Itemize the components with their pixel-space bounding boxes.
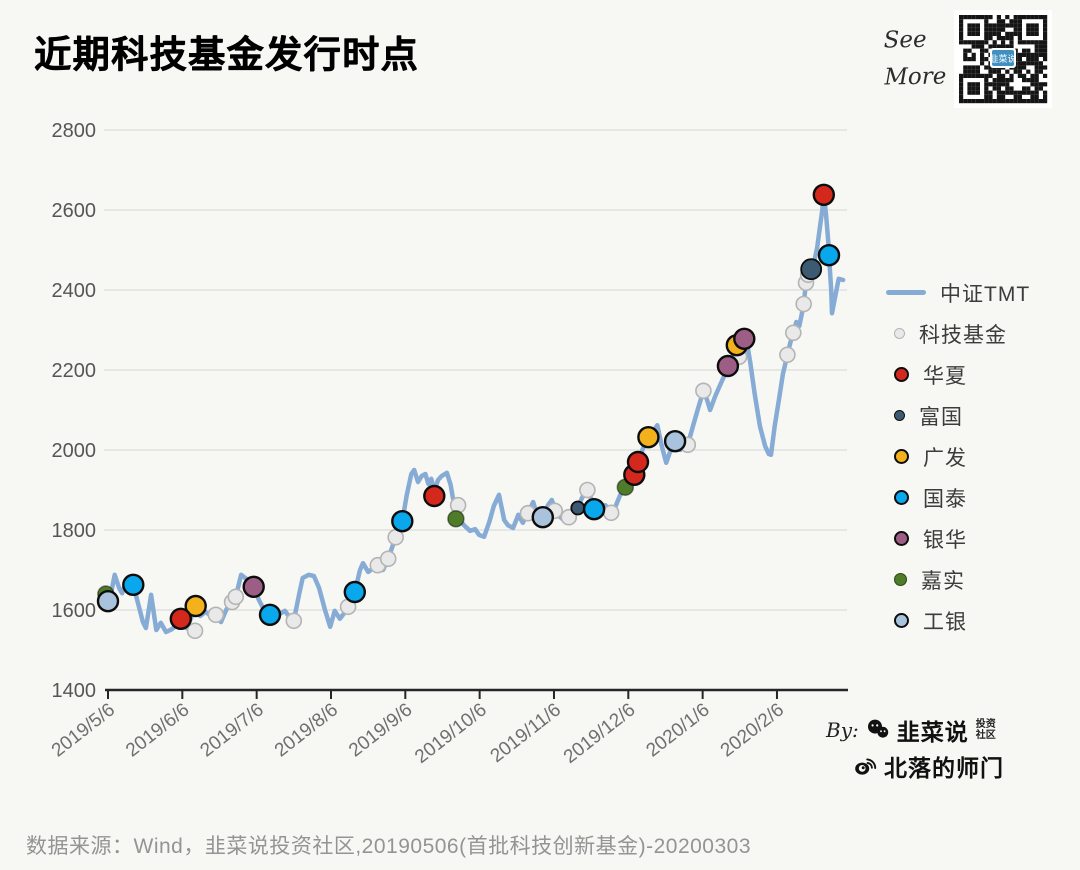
- legend-item: 银华: [886, 518, 1066, 559]
- legend-item: 科技基金: [886, 313, 1066, 354]
- legend-label: 中证TMT: [940, 282, 1031, 306]
- fund-dot: [812, 183, 835, 207]
- fund-dot: [423, 484, 446, 508]
- fund-dot: [242, 575, 265, 598]
- legend-dot-swatch: [894, 531, 909, 546]
- fund-dot: [184, 594, 207, 618]
- y-tick-label: 1800: [52, 520, 97, 542]
- svg-text:韭菜说: 韭菜说: [989, 53, 1016, 64]
- fund-dot: [637, 426, 660, 449]
- fund-dot: [391, 510, 414, 533]
- weibo-account: 北落的师门: [884, 756, 1004, 781]
- wechat-suffix-bottom: 社区: [975, 730, 996, 741]
- fund-dot: [779, 346, 796, 364]
- fund-dot: [186, 622, 204, 640]
- legend-label: 华夏: [923, 364, 967, 388]
- fund-dot: [695, 382, 712, 400]
- fund-dot: [795, 295, 813, 313]
- y-tick-label: 1400: [52, 680, 97, 702]
- y-tick-label: 2200: [52, 360, 97, 382]
- x-tick-label: 2019/6/6: [122, 699, 193, 761]
- legend-item: 广发: [886, 436, 1066, 477]
- legend-item: 华夏: [886, 354, 1066, 395]
- fund-dot: [258, 603, 282, 626]
- by-label: By:: [826, 718, 859, 742]
- fund-dot: [122, 573, 145, 596]
- legend-label: 富国: [919, 405, 963, 429]
- y-tick-label: 2600: [52, 200, 97, 222]
- x-tick-label: 2019/7/6: [197, 699, 268, 761]
- legend-item: 工银: [886, 600, 1066, 641]
- tmt-index-line: [98, 192, 846, 635]
- credit-weibo-row: 北落的师门: [853, 748, 1004, 784]
- page-title: 近期科技基金发行时点: [34, 34, 419, 75]
- fund-dot: [582, 498, 606, 521]
- weibo-icon: [853, 754, 877, 778]
- fund-dot: [626, 450, 650, 474]
- legend-dot-swatch: [894, 367, 909, 382]
- fund-dot: [733, 327, 756, 350]
- fund-dot: [169, 607, 193, 630]
- legend-label: 广发: [923, 446, 967, 470]
- legend-item: 中证TMT: [886, 272, 1066, 313]
- fund-dot: [817, 243, 841, 267]
- y-tick-label: 1600: [52, 600, 97, 622]
- fund-dot: [343, 580, 366, 604]
- credit-wechat-row: By: 韭菜说 投资 社区: [826, 712, 1004, 748]
- wechat-suffix-top: 投资: [975, 719, 996, 730]
- fund-dot: [663, 430, 687, 453]
- wechat-icon: [866, 718, 890, 742]
- fund-dot: [716, 354, 740, 378]
- legend-label: 嘉实: [921, 569, 965, 593]
- x-tick-label: 2020/1/6: [643, 699, 714, 761]
- legend-label: 工银: [923, 610, 967, 634]
- x-tick-label: 2020/2/6: [717, 699, 788, 761]
- x-tick-label: 2019/5/6: [48, 699, 119, 761]
- legend-label: 国泰: [923, 487, 967, 511]
- data-source: 数据来源：Wind，韭菜说投资社区,20190506(首批科技创新基金)-202…: [26, 835, 752, 858]
- y-tick-label: 2800: [52, 120, 97, 142]
- legend-label: 银华: [923, 528, 967, 552]
- fund-dot: [784, 324, 802, 342]
- fund-dot: [800, 258, 823, 281]
- fund-dot: [285, 612, 303, 630]
- x-tick-label: 2019/9/6: [345, 699, 416, 761]
- fund-dot: [531, 506, 554, 529]
- legend-line-swatch: [886, 290, 926, 295]
- legend-dot-swatch: [894, 490, 909, 505]
- fund-dot: [602, 504, 620, 522]
- wechat-account-suffix: 投资 社区: [976, 719, 996, 741]
- legend-item: 国泰: [886, 477, 1066, 518]
- fund-dot: [207, 606, 225, 624]
- x-tick-label: 2019/10/6: [411, 699, 491, 768]
- fund-dot: [570, 500, 586, 516]
- legend-dot-swatch: [894, 410, 905, 421]
- legend-dot-swatch: [894, 613, 909, 628]
- y-tick-label: 2400: [52, 280, 97, 302]
- fund-dot: [579, 481, 596, 499]
- fund-dot: [96, 590, 120, 613]
- legend-item: 嘉实: [886, 559, 1066, 600]
- x-tick-label: 2019/12/6: [560, 699, 640, 768]
- qr-code: 韭菜说: [954, 10, 1052, 108]
- fund-dot: [227, 588, 245, 606]
- legend-dot-swatch: [894, 449, 909, 464]
- fund-dot: [560, 508, 578, 526]
- x-tick-label: 2019/11/6: [487, 699, 565, 767]
- fund-dot: [379, 550, 397, 568]
- fund-dot: [447, 510, 465, 528]
- x-tick-label: 2019/8/6: [271, 699, 342, 761]
- legend-dot-swatch: [894, 328, 905, 339]
- y-tick-label: 2000: [52, 440, 97, 462]
- legend-label: 科技基金: [919, 323, 1007, 347]
- chart-legend: 中证TMT 科技基金华夏富国广发国泰银华嘉实工银: [886, 272, 1066, 641]
- credits: By: 韭菜说 投资 社区: [826, 712, 1004, 784]
- wechat-account: 韭菜说: [896, 720, 969, 745]
- legend-item: 富国: [886, 395, 1066, 436]
- legend-dot-swatch: [894, 573, 907, 586]
